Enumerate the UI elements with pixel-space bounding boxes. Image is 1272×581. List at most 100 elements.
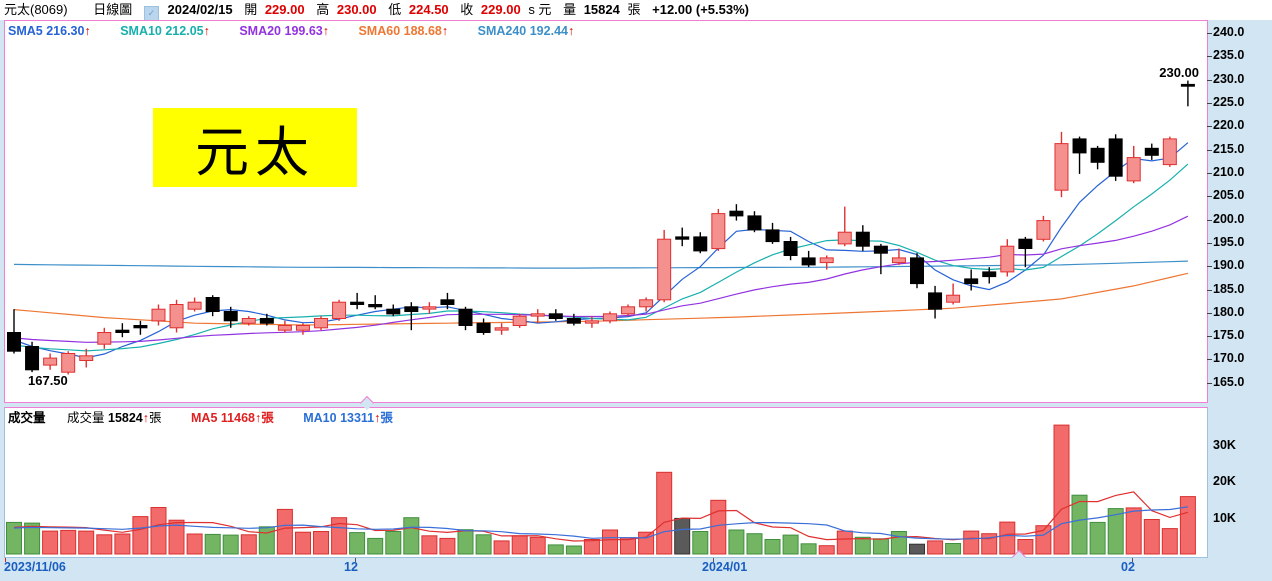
volume-bar [313,531,329,555]
up-arrow-icon: ↑ [203,24,210,38]
candlestick [314,316,329,331]
open-value: 229.00 [264,2,305,17]
axis-tick [1132,558,1133,562]
sma10-legend: SMA10 212.05↑ [120,24,210,38]
volume-axis: 30K 20K 10K [1209,407,1272,558]
volume-bar [1071,494,1088,555]
price-axis-label: 230.0 [1213,71,1245,86]
dropdown-icon[interactable]: ✓ [143,6,159,21]
candlestick [693,232,708,254]
candlestick [873,243,888,275]
volume-bar [764,539,781,555]
volume-bar [872,538,889,555]
price-axis-label: 225.0 [1213,94,1245,109]
price-axis-label: 195.0 [1213,234,1245,249]
chart-type-label[interactable]: 日線圖 [93,2,133,17]
candlestick [855,225,870,251]
volume-bar [258,526,275,555]
volume-bar [439,537,456,555]
symbol-name: 元太(8069) [4,2,68,17]
candlestick [422,302,437,314]
candlestick [910,253,924,289]
volume-bar [547,544,564,555]
candlestick [25,341,40,373]
volume-chart-canvas[interactable] [5,408,1207,557]
volume-bar [186,533,203,555]
volume-ma5-legend: MA5 11468↑張 [191,411,274,425]
price-axis-label: 205.0 [1213,188,1245,203]
sma-legend: SMA5 216.30↑ SMA10 212.05↑ SMA20 199.63↑… [8,22,600,40]
volume-bar [60,529,77,555]
close-label: 收 [460,2,474,17]
candlestick [151,304,166,326]
volume-bar [782,534,799,555]
volume-bar [457,529,474,555]
x-axis-label: 02 [1121,560,1135,574]
price-axis: 240.0 235.0 230.0 225.0 220.0 215.0 210.0 205.0… [1207,20,1272,403]
candlestick [1018,236,1033,268]
candlestick [928,285,943,319]
candlestick [891,248,906,265]
up-arrow-icon: ↑ [142,411,150,425]
low-value: 224.50 [408,2,449,17]
candlestick [1162,136,1177,167]
candlestick [1000,239,1015,277]
volume-pane-title: 成交量 [8,411,46,425]
open-label: 開 [244,2,258,17]
volume-bar [836,530,853,555]
volume-pane[interactable]: 成交量 成交量 15824↑張 MA5 11468↑張 MA10 13311↑張 [4,407,1208,558]
volume-bar [692,531,709,555]
volume-bar [818,545,835,555]
axis-tick [1207,33,1212,34]
price-pane[interactable]: SMA5 216.30↑ SMA10 212.05↑ SMA20 199.63↑… [4,20,1208,403]
candlestick [946,283,961,305]
candlestick [675,227,690,247]
volume-bar [385,531,402,555]
axis-tick [1207,196,1212,198]
candlestick [386,304,401,317]
price-chart-canvas[interactable] [5,21,1207,402]
candlestick [1108,134,1123,181]
volume-bar [168,519,185,555]
axis-tick [1207,312,1212,314]
candlestick [657,229,672,303]
candlestick [783,236,798,261]
candlestick [205,295,220,317]
candlestick [187,297,202,312]
volume-legend: 成交量 成交量 15824↑張 MA5 11468↑張 MA10 13311↑張 [8,409,419,427]
stock-name-watermark: 元太 [153,108,357,187]
candlestick [819,255,834,270]
axis-tick [1207,126,1212,128]
volume-bar [42,530,59,555]
up-arrow-icon: ↑ [84,24,91,38]
low-price-annotation: 167.50 [28,373,68,388]
volume-bar [583,539,600,555]
price-axis-label: 240.0 [1213,25,1245,39]
low-label: 低 [388,2,402,17]
axis-tick [5,558,6,562]
volume-bar [96,534,113,555]
candlestick [1054,131,1069,198]
volume-value: 15824 [583,2,620,17]
volume-axis-label: 10K [1213,510,1236,525]
ma-line [13,260,1188,269]
volume-bar [150,507,167,555]
up-arrow-icon: ↑ [441,24,449,38]
axis-tick [1207,102,1212,104]
candlestick [801,250,816,268]
candlestick [602,311,617,324]
price-axis-label: 220.0 [1213,118,1245,133]
x-axis-label: 2023/11/06 [4,560,66,574]
volume-bar [800,543,817,555]
sma20-legend: SMA20 199.63↑ [239,24,329,38]
candlestick [61,351,76,375]
candlestick [115,323,130,338]
candlestick [7,309,21,354]
candlestick [43,353,58,370]
volume-bar [945,543,962,555]
price-axis-label: 165.0 [1213,374,1245,389]
volume-bar [78,530,95,555]
axis-tick [1207,149,1212,151]
candlestick [711,208,726,251]
